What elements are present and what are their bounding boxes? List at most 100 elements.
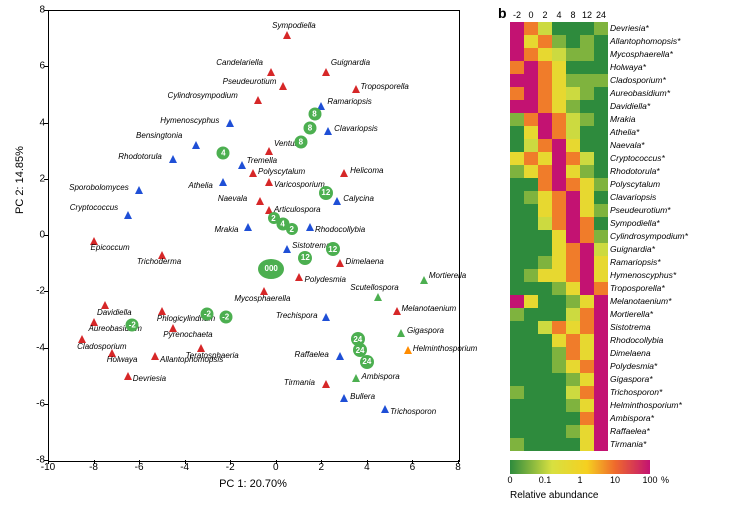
heatmap-cell <box>510 178 524 191</box>
heatmap-cell <box>580 217 594 230</box>
heatmap-row-label: Dimelaena <box>610 348 651 358</box>
heatmap-cell <box>524 347 538 360</box>
heatmap-cell <box>510 347 524 360</box>
heatmap-cell <box>538 256 552 269</box>
heatmap-cell <box>510 139 524 152</box>
scatter-point <box>306 218 314 236</box>
heatmap-cell <box>510 87 524 100</box>
heatmap-cell <box>552 74 566 87</box>
heatmap-cell <box>510 35 524 48</box>
scatter-point <box>265 173 273 191</box>
heatmap-cell <box>552 386 566 399</box>
heatmap-cell <box>594 204 608 217</box>
genus-label: Trechispora <box>276 311 318 320</box>
heatmap-cell <box>538 360 552 373</box>
scatter-point <box>192 136 200 154</box>
heatmap-cell <box>524 360 538 373</box>
heatmap-cell <box>510 334 524 347</box>
scatter-point <box>124 206 132 224</box>
heatmap-cell <box>538 425 552 438</box>
heatmap-cell <box>566 321 580 334</box>
heatmap: -202481224Devriesia*Allantophomopsis*Myc… <box>510 22 608 452</box>
heatmap-cell <box>580 308 594 321</box>
heatmap-cell <box>524 152 538 165</box>
heatmap-cell <box>594 425 608 438</box>
heatmap-cell <box>552 217 566 230</box>
sample-circle: 8 <box>308 108 321 121</box>
heatmap-cell <box>552 152 566 165</box>
heatmap-cell <box>538 113 552 126</box>
heatmap-cell <box>594 243 608 256</box>
heatmap-cell <box>580 243 594 256</box>
genus-label: Mycosphaerella <box>234 294 290 303</box>
genus-label: Mrakia <box>214 225 238 234</box>
heatmap-row-label: Allantophomopsis* <box>610 36 680 46</box>
heatmap-row-label: Cryptococcus* <box>610 153 665 163</box>
heatmap-cell <box>538 87 552 100</box>
heatmap-row-label: Cylindrosympodium* <box>610 231 688 241</box>
genus-label: Cylindrosympodium <box>168 91 238 100</box>
heatmap-cell <box>566 139 580 152</box>
heatmap-row-label: Melanotaenium* <box>610 296 671 306</box>
heatmap-cell <box>594 61 608 74</box>
scatter-point <box>322 308 330 326</box>
heatmap-cell <box>594 100 608 113</box>
heatmap-cell <box>580 321 594 334</box>
heatmap-cell <box>538 282 552 295</box>
heatmap-cell <box>552 243 566 256</box>
heatmap-cell <box>538 321 552 334</box>
heatmap-cell <box>566 100 580 113</box>
genus-label: Calycina <box>343 194 374 203</box>
genus-label: Rhodocollybia <box>315 225 365 234</box>
colorbar-unit: % <box>661 475 669 485</box>
heatmap-cell <box>538 438 552 451</box>
heatmap-row-label: Ramariopsis* <box>610 257 661 267</box>
heatmap-cell <box>580 178 594 191</box>
scatter-point <box>352 369 360 387</box>
heatmap-cell <box>552 425 566 438</box>
heatmap-cell <box>580 230 594 243</box>
genus-label: Scutellospora <box>350 283 398 292</box>
heatmap-cell <box>594 191 608 204</box>
heatmap-cell <box>580 61 594 74</box>
heatmap-cell <box>594 438 608 451</box>
scatter-point <box>254 91 262 109</box>
heatmap-cell <box>566 230 580 243</box>
heatmap-cell <box>552 256 566 269</box>
genus-label: Athelia <box>188 181 212 190</box>
heatmap-cell <box>566 204 580 217</box>
heatmap-row-label: Guignardia* <box>610 244 655 254</box>
x-tick: -4 <box>180 462 189 473</box>
genus-label: Sporobolomyces <box>69 183 129 192</box>
y-tick: 0 <box>30 230 45 241</box>
sample-circle: -2 <box>201 307 214 320</box>
heatmap-cell <box>510 230 524 243</box>
heatmap-cell <box>594 48 608 61</box>
x-axis-label: PC 1: 20.70% <box>48 478 458 490</box>
genus-label: Trichoderma <box>137 257 181 266</box>
genus-label: Bensingtonia <box>136 131 182 140</box>
heatmap-cell <box>566 35 580 48</box>
heatmap-cell <box>524 373 538 386</box>
heatmap-cell <box>510 295 524 308</box>
scatter-point <box>244 218 252 236</box>
heatmap-cell <box>538 139 552 152</box>
heatmap-cell <box>524 308 538 321</box>
scatter-point <box>219 173 227 191</box>
heatmap-cell <box>594 256 608 269</box>
scatter-point <box>283 240 291 258</box>
heatmap-cell <box>510 48 524 61</box>
genus-label: Guignardia <box>331 58 370 67</box>
heatmap-cell <box>538 100 552 113</box>
heatmap-cell <box>538 334 552 347</box>
genus-label: Cryptococcus <box>70 203 118 212</box>
heatmap-cell <box>594 269 608 282</box>
heatmap-cell <box>524 191 538 204</box>
genus-label: Polydesmia <box>305 275 346 284</box>
heatmap-cell <box>566 126 580 139</box>
heatmap-cell <box>538 373 552 386</box>
sample-circle: 12 <box>319 186 333 200</box>
genus-label: Candelariella <box>216 58 263 67</box>
heatmap-cell <box>538 22 552 35</box>
heatmap-cell <box>552 165 566 178</box>
